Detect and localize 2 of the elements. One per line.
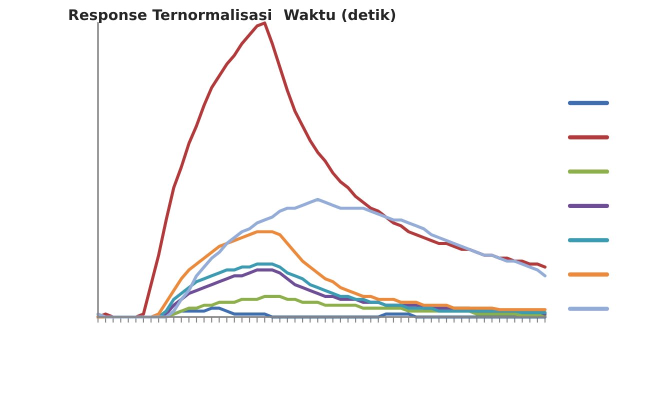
x-axis-title: Waktu (detik) — [284, 8, 396, 22]
y-axis-title: Response Ternormalisasi — [69, 8, 271, 24]
